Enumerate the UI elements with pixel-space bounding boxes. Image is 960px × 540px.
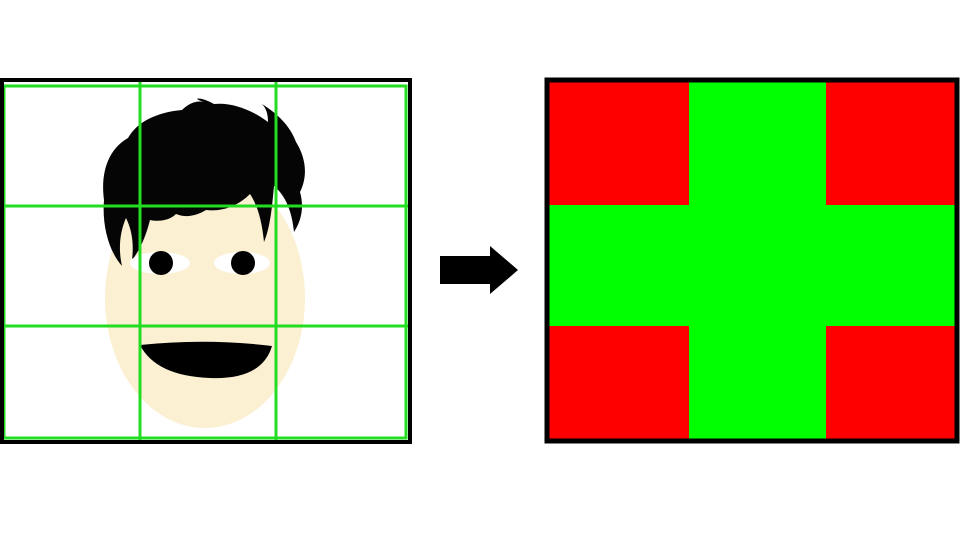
right-arrow-icon <box>440 246 518 294</box>
mask-cell-red <box>547 326 690 442</box>
face-panel-frame <box>0 78 412 444</box>
mask-cell-red <box>826 80 958 206</box>
mask-panel <box>544 77 960 444</box>
mask-cell-green <box>689 80 827 206</box>
mask-cell-green <box>689 326 827 442</box>
mask-panel-frame <box>544 77 960 444</box>
mask-cells <box>547 80 958 442</box>
face-panel <box>0 78 412 444</box>
mask-cell-green <box>826 205 958 327</box>
mask-cell-red <box>547 80 690 206</box>
mouth <box>140 341 272 379</box>
mask-cell-green <box>689 205 827 327</box>
face-hair <box>103 98 305 266</box>
right-pupil <box>231 251 255 275</box>
cartoon-face-icon <box>103 98 305 428</box>
mask-cell-red <box>826 326 958 442</box>
left-pupil <box>149 251 173 275</box>
mask-cell-green <box>547 205 690 327</box>
